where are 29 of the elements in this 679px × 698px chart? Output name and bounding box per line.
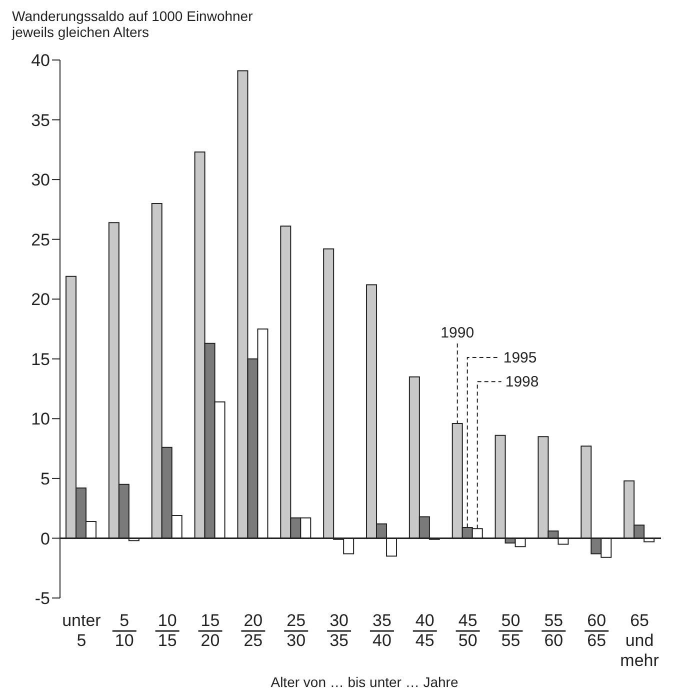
y-axis-title: Wanderungssaldo auf 1000 Einwohner jeweils gleichen Alters (12, 8, 253, 40)
y-tick-label: 35 (31, 110, 50, 130)
x-tick-label: unter 5 (62, 611, 102, 650)
x-tick-label: 20 25 (244, 611, 263, 650)
x-tick-label: 50 55 (501, 611, 520, 650)
y-tick-label: 20 (31, 290, 50, 310)
x-tick-label: 15 20 (200, 611, 220, 650)
x-tick-label: 10 15 (158, 611, 177, 650)
x-tick-label: 60 65 (587, 611, 606, 650)
text: 1998 (505, 374, 539, 391)
y-tick-label: 30 (31, 170, 50, 190)
x-tick-label: 65 und mehr (620, 611, 660, 670)
x-axis-title: Alter von … bis unter … Jahre (270, 674, 460, 690)
x-tick-label: 45 50 (458, 611, 478, 650)
x-tick-label: 55 60 (544, 611, 564, 650)
x-tick-label: 30 35 (330, 611, 348, 650)
x-tick-label: 5 10 (114, 611, 134, 650)
y-tick-label: 5 (40, 469, 50, 488)
x-tick-label: 35 40 (372, 611, 392, 650)
text: 1995 (503, 349, 537, 366)
y-tick-label: 0 (40, 529, 50, 548)
x-tick-label: 25 30 (286, 611, 306, 650)
x-tick-label: 40 45 (415, 611, 434, 650)
y-tick-label: 25 (31, 230, 50, 250)
text: 1990 (440, 324, 474, 342)
y-tick-label: -5 (34, 589, 50, 608)
y-tick-label: 15 (31, 350, 50, 369)
y-tick-label: 10 (31, 410, 50, 429)
y-tick-label: 40 (31, 51, 50, 70)
